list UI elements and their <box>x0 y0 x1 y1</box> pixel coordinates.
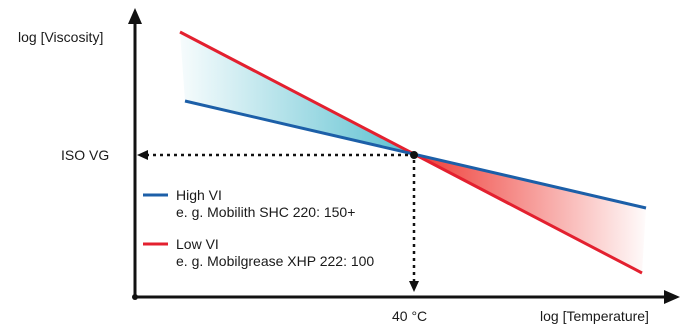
legend-low-vi-example: e. g. Mobilgrease XHP 222: 100 <box>176 253 374 269</box>
iso-vg-label: ISO VG <box>61 147 109 163</box>
legend-low-vi-title: Low VI <box>176 236 219 252</box>
temp-40-label: 40 °C <box>392 308 427 324</box>
y-axis-label: log [Viscosity] <box>18 29 103 45</box>
legend-high-vi-title: High VI <box>176 187 222 203</box>
intersection-point <box>410 151 418 159</box>
temp-40-arrowhead <box>409 281 419 292</box>
y-axis-arrowhead <box>128 8 142 24</box>
legend-high-vi-example: e. g. Mobilith SHC 220: 150+ <box>176 204 355 220</box>
x-axis-arrowhead <box>664 290 680 304</box>
iso-vg-arrowhead <box>137 150 148 160</box>
x-axis-label: log [Temperature] <box>540 308 649 324</box>
legend: High VI e. g. Mobilith SHC 220: 150+ Low… <box>143 187 374 269</box>
origin-dot <box>132 294 138 300</box>
